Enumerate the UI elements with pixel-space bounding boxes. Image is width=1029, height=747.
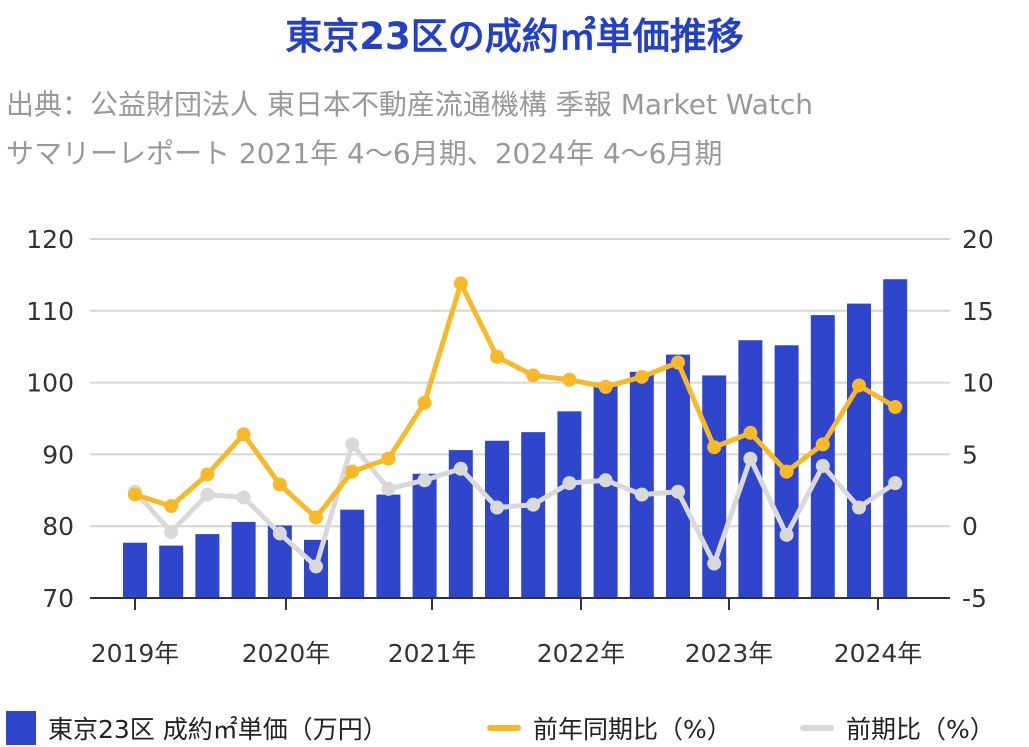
yoy-point [815, 437, 830, 452]
y-left-tick-label: 110 [26, 297, 74, 326]
qoq-point [598, 473, 613, 488]
y-right-tick-label: 5 [962, 440, 978, 469]
qoq-point [345, 437, 360, 452]
qoq-point [272, 526, 287, 541]
bar [485, 440, 509, 598]
qoq-point [236, 490, 251, 505]
x-tick-label: 2021年 [388, 639, 477, 668]
bar [159, 545, 184, 598]
yoy-point [743, 425, 758, 440]
qoq-point [417, 473, 432, 488]
y-left-tick-label: 70 [42, 584, 74, 613]
chart-title: 東京23区の成約㎡単価推移 [285, 15, 744, 58]
qoq-point [888, 476, 903, 491]
legend: 東京23区 成約㎡単価（万円） 前年同期比（%） 前期比（%） [0, 700, 1029, 747]
qoq-point [743, 451, 758, 466]
y-right-tick-label: 15 [962, 297, 994, 326]
yoy-point [200, 467, 215, 482]
yoy-point [779, 464, 794, 479]
yoy-point [888, 400, 903, 415]
y-left-tick-label: 100 [26, 369, 74, 398]
legend-item-price: 東京23区 成約㎡単価（万円） [6, 710, 388, 746]
yoy-point [272, 477, 287, 492]
bar [123, 542, 147, 598]
yoy-point [164, 499, 179, 514]
yoy-point [453, 276, 468, 291]
bar [231, 521, 256, 598]
qoq-point [779, 527, 794, 542]
yoy-point [562, 372, 577, 387]
qoq-point [381, 481, 396, 496]
y-right-tick-label: 0 [962, 512, 978, 541]
qoq-line [133, 441, 897, 569]
y-left-tick-label: 90 [42, 440, 74, 469]
bar [340, 509, 365, 598]
y-left-tick-label: 120 [26, 225, 74, 254]
bar [847, 303, 871, 598]
legend-label-qoq: 前期比（%） [846, 715, 995, 744]
y-right-tick-label: 10 [962, 369, 994, 398]
source-note: 出典：公益財団法人 東日本不動産流通機構 季報 Market Watch サマリ… [6, 80, 813, 178]
combo-chart: 120 110 100 90 80 70 20 15 10 5 0 -5 2019年 2020年 2021年… [26, 225, 994, 668]
bar [412, 473, 437, 598]
y-right-tick-label: 20 [962, 225, 994, 254]
x-tick-label: 2023年 [685, 639, 774, 668]
qoq-point [200, 487, 215, 502]
yoy-line [134, 281, 897, 521]
bar [629, 371, 654, 598]
yoy-point [490, 349, 504, 364]
yoy-point [381, 451, 396, 466]
yoy-point [309, 510, 323, 525]
bar [593, 385, 618, 598]
yoy-point [852, 378, 866, 393]
bar [195, 534, 220, 598]
yoy-point [526, 368, 541, 383]
qoq-point [707, 556, 722, 571]
legend-swatch-bar [6, 711, 36, 745]
bar [376, 494, 401, 598]
legend-swatch-qoq [800, 725, 834, 731]
yoy-point [236, 427, 251, 442]
yoy-point [598, 379, 613, 394]
legend-label-price: 東京23区 成約㎡単価（万円） [48, 715, 388, 744]
source-line-1: 出典：公益財団法人 東日本不動産流通機構 季報 Market Watch [6, 88, 814, 121]
y-left-tick-label: 80 [42, 512, 74, 541]
qoq-point [490, 500, 504, 515]
qoq-point [634, 487, 649, 502]
qoq-point [671, 484, 685, 499]
yoy-point [128, 487, 142, 502]
legend-label-yoy: 前年同期比（%） [533, 715, 732, 744]
bar [883, 279, 908, 598]
qoq-point [453, 461, 468, 476]
bar [666, 354, 690, 598]
bar [738, 340, 763, 598]
yoy-point [707, 440, 722, 455]
bar [521, 432, 546, 598]
x-tick-label: 2022年 [537, 639, 626, 668]
legend-swatch-yoy [487, 725, 521, 731]
yoy-point [345, 464, 360, 479]
qoq-point [526, 497, 541, 512]
y-right-tick-label: -5 [962, 584, 987, 613]
yoy-point [417, 395, 432, 410]
legend-item-yoy: 前年同期比（%） [487, 710, 732, 746]
x-tick-label: 2019年 [91, 639, 180, 668]
qoq-point [164, 524, 179, 539]
qoq-point [815, 458, 830, 473]
yoy-point [671, 355, 685, 370]
qoq-point [309, 559, 323, 574]
x-tick-label: 2024年 [834, 639, 923, 668]
x-tick-label: 2020年 [242, 639, 331, 668]
qoq-point [852, 500, 866, 515]
bar [810, 315, 835, 598]
legend-item-qoq: 前期比（%） [800, 710, 995, 746]
yoy-point [634, 369, 649, 384]
bar [557, 411, 582, 598]
qoq-point [562, 476, 577, 491]
source-line-2: サマリーレポート 2021年 4〜6月期、2024年 4〜6月期 [6, 137, 723, 170]
